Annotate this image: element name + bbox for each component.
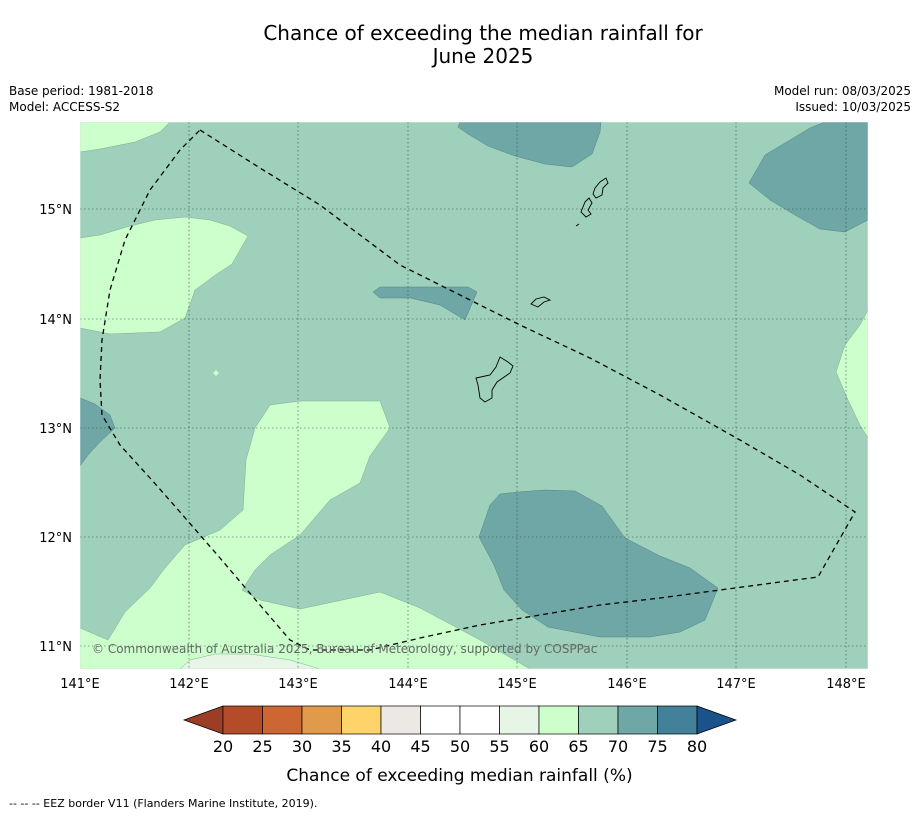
- colorbar-bin-50-55: [459, 705, 500, 735]
- title-line-1: Chance of exceeding the median rainfall …: [263, 21, 703, 45]
- region-70-75-south: [478, 489, 719, 638]
- cb-tick-30: 30: [292, 737, 312, 756]
- lat-tick-15: 15°N: [39, 203, 72, 218]
- lon-tick-141: 141°E: [60, 677, 100, 692]
- cb-tick-40: 40: [371, 737, 391, 756]
- cb-tick-65: 65: [568, 737, 588, 756]
- lat-tick-12: 12°N: [39, 531, 72, 546]
- region-55-60-south: [179, 653, 321, 669]
- run-info: Model run: 08/03/2025 Issued: 10/03/2025: [774, 84, 911, 115]
- islands: [475, 177, 609, 403]
- island-rota: [530, 296, 552, 308]
- lon-axis: 141°E 142°E 143°E 144°E 145°E 146°E 147°…: [60, 677, 866, 692]
- cb-tick-55: 55: [489, 737, 509, 756]
- region-70-75-northeast: [748, 122, 868, 233]
- rainfall-map: © Commonwealth of Australia 2025, Bureau…: [39, 121, 869, 756]
- region-60-65-center: [80, 400, 531, 669]
- island-saipan: [592, 177, 609, 199]
- cb-tick-45: 45: [410, 737, 430, 756]
- colorbar-extend-high: [696, 705, 738, 735]
- cb-tick-20: 20: [213, 737, 233, 756]
- colorbar-bin-75-80: [657, 705, 698, 735]
- region-60-65-west: [80, 216, 249, 335]
- eez-footnote: -- -- -- EEZ border V11 (Flanders Marine…: [9, 797, 318, 810]
- cb-tick-60: 60: [529, 737, 549, 756]
- cb-tick-70: 70: [608, 737, 628, 756]
- colorbar-bin-55-60: [499, 705, 540, 735]
- island-aguijan: [575, 223, 580, 227]
- region-60-65-dot: [213, 370, 219, 376]
- colorbar-ticks: 20 25 30 35 40 45 50 55 60 65 70 75 80: [213, 737, 707, 756]
- issued-date: Issued: 10/03/2025: [795, 99, 911, 114]
- cb-tick-35: 35: [331, 737, 351, 756]
- copyright-notice: © Commonwealth of Australia 2025, Bureau…: [92, 642, 597, 656]
- lat-tick-11: 11°N: [39, 640, 72, 655]
- lon-tick-145: 145°E: [497, 677, 537, 692]
- region-60-65-nw-top: [80, 122, 171, 153]
- island-tinian: [580, 197, 593, 218]
- eez-border: [99, 129, 856, 651]
- colorbar-bin-30-35: [301, 705, 342, 735]
- island-guam: [475, 356, 514, 403]
- colorbar-label: Chance of exceeding median rainfall (%): [286, 766, 633, 786]
- colorbar-bin-60-65: [538, 705, 579, 735]
- colorbar-bin-45-50: [420, 705, 461, 735]
- lon-tick-142: 142°E: [169, 677, 209, 692]
- region-60-65-east: [835, 309, 868, 439]
- page-title: Chance of exceeding the median rainfall …: [0, 22, 919, 68]
- region-70-75-north: [457, 122, 602, 168]
- colorbar-bin-35-40: [341, 705, 382, 735]
- colorbar-extend-low: [182, 705, 224, 735]
- lon-tick-148: 148°E: [826, 677, 866, 692]
- model-run-date: Model run: 08/03/2025: [773, 84, 911, 98]
- model-name: Model: ACCESS-S2: [9, 99, 121, 114]
- lon-tick-144: 144°E: [388, 677, 428, 692]
- colorbar: [182, 705, 738, 735]
- lat-tick-14: 14°N: [39, 313, 72, 328]
- base-period: Base period: 1981-2018: [9, 84, 154, 98]
- colorbar-bin-20-25: [222, 705, 263, 735]
- colorbar-bin-40-45: [380, 705, 421, 735]
- cb-tick-75: 75: [647, 737, 667, 756]
- region-70-75-mid: [372, 286, 478, 321]
- model-info: Base period: 1981-2018 Model: ACCESS-S2: [9, 84, 154, 115]
- lon-tick-143: 143°E: [278, 677, 318, 692]
- lat-axis: 15°N 14°N 13°N 12°N 11°N: [39, 203, 72, 655]
- colorbar-bin-70-75: [617, 705, 658, 735]
- colorbar-bin-65-70: [578, 705, 619, 735]
- cb-tick-80: 80: [687, 737, 707, 756]
- colorbar-bin-25-30: [262, 705, 303, 735]
- region-70-75-west: [80, 397, 116, 467]
- cb-tick-50: 50: [450, 737, 470, 756]
- lat-tick-13: 13°N: [39, 422, 72, 437]
- lon-tick-147: 147°E: [716, 677, 756, 692]
- title-line-2: June 2025: [432, 44, 534, 68]
- lon-tick-146: 146°E: [607, 677, 647, 692]
- cb-tick-25: 25: [252, 737, 272, 756]
- graticule: [80, 122, 868, 669]
- map-frame: [79, 121, 869, 670]
